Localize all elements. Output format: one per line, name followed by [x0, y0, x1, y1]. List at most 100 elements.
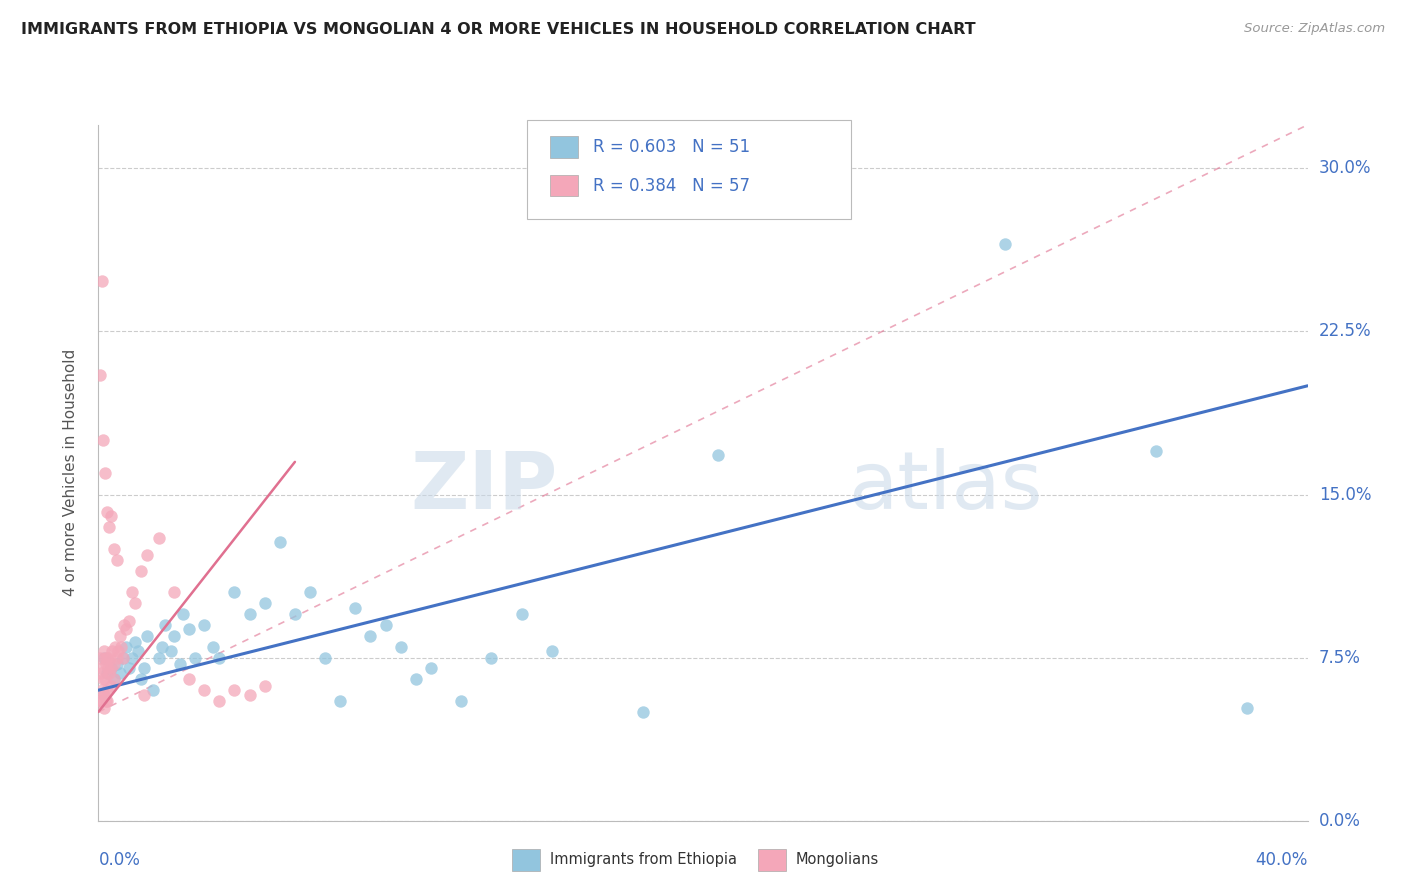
Point [405, 673, 427, 687]
Point [314, 650, 336, 665]
Point [91, 274, 114, 288]
Point [90, 694, 112, 708]
Point [344, 600, 367, 615]
Point [89, 368, 111, 382]
Point [94, 694, 117, 708]
Point [121, 650, 143, 665]
Point [284, 607, 307, 621]
Point [94, 657, 117, 671]
Point [91, 433, 114, 447]
Point [132, 688, 155, 702]
Point [172, 607, 194, 621]
Point [90, 694, 112, 708]
Point [93, 650, 115, 665]
Point [110, 640, 132, 654]
Point [112, 618, 135, 632]
Point [90, 665, 112, 680]
Point [103, 673, 125, 687]
Point [1144, 444, 1167, 458]
Point [163, 585, 186, 599]
Point [160, 644, 183, 658]
Point [129, 564, 152, 578]
Point [103, 673, 125, 687]
Point [224, 683, 246, 698]
Point [96, 683, 118, 698]
Text: 40.0%: 40.0% [1256, 851, 1308, 869]
Point [1236, 700, 1258, 714]
Point [239, 607, 262, 621]
Point [360, 629, 382, 643]
Point [96, 505, 118, 519]
Point [269, 535, 291, 549]
Point [97, 661, 120, 675]
Point [184, 650, 207, 665]
Point [707, 448, 730, 462]
Point [540, 644, 562, 658]
Point [93, 688, 115, 702]
Point [89, 650, 111, 665]
Point [100, 509, 122, 524]
Point [193, 683, 215, 698]
Point [329, 694, 352, 708]
Point [96, 665, 118, 680]
Point [114, 623, 136, 637]
Point [208, 694, 231, 708]
Point [98, 665, 121, 680]
Point [299, 585, 322, 599]
Text: 7.5%: 7.5% [1319, 648, 1361, 666]
Point [91, 673, 114, 687]
Point [253, 596, 276, 610]
Point [450, 694, 472, 708]
Point [420, 661, 443, 675]
Point [208, 650, 231, 665]
Point [108, 665, 131, 680]
Point [103, 657, 125, 671]
Point [118, 661, 141, 675]
Point [150, 640, 173, 654]
Point [108, 629, 131, 643]
Point [98, 650, 121, 665]
Point [94, 650, 117, 665]
Point [105, 552, 128, 567]
Text: atlas: atlas [848, 448, 1042, 525]
Point [100, 661, 122, 675]
Point [193, 618, 215, 632]
Text: R = 0.603   N = 51: R = 0.603 N = 51 [593, 138, 751, 156]
Point [631, 705, 654, 719]
Point [96, 650, 118, 665]
Point [179, 673, 201, 687]
Point [124, 635, 146, 649]
Point [105, 650, 128, 665]
Point [135, 629, 157, 643]
Text: Mongolians: Mongolians [796, 853, 879, 867]
Point [389, 640, 412, 654]
Point [510, 607, 533, 621]
Text: R = 0.384   N = 57: R = 0.384 N = 57 [593, 177, 751, 194]
Point [142, 683, 165, 698]
Point [127, 644, 149, 658]
Text: 0.0%: 0.0% [1319, 812, 1361, 830]
Point [104, 640, 127, 654]
Text: 22.5%: 22.5% [1319, 322, 1371, 341]
Point [124, 596, 146, 610]
Text: 15.0%: 15.0% [1319, 485, 1371, 503]
Point [481, 650, 503, 665]
Point [111, 650, 134, 665]
Point [94, 673, 117, 687]
Point [107, 644, 129, 658]
Point [98, 520, 121, 534]
Point [100, 661, 122, 675]
Point [169, 657, 191, 671]
Point [91, 661, 114, 675]
Point [132, 661, 155, 675]
Point [121, 585, 143, 599]
Point [101, 644, 124, 658]
Point [114, 640, 136, 654]
Point [135, 549, 157, 563]
Point [96, 694, 118, 708]
Point [179, 623, 201, 637]
Text: Source: ZipAtlas.com: Source: ZipAtlas.com [1244, 22, 1385, 36]
Point [153, 618, 176, 632]
Point [105, 657, 128, 671]
Text: 0.0%: 0.0% [98, 851, 141, 869]
